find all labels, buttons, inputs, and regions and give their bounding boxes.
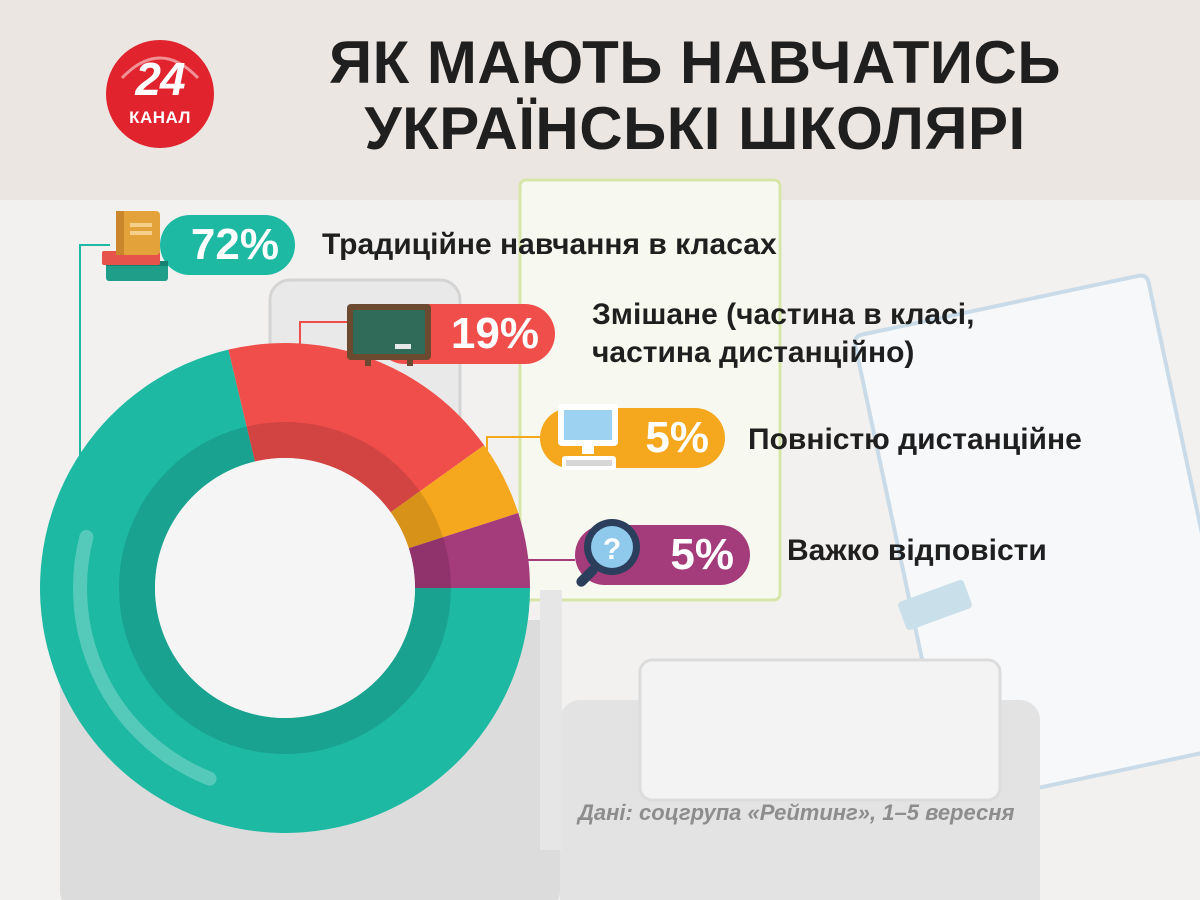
donut-hole [155,458,415,718]
title-line-1: ЯК МАЮТЬ НАВЧАТИСЬ [329,29,1061,96]
category-label-remote: Повністю дистанційне [748,421,1082,459]
source-note: Дані: соцгрупа «Рейтинг», 1–5 вересня [578,800,1015,825]
category-label-unsure-line-1: Важко відповісти [787,534,1047,567]
title-line-2: УКРАЇНСЬКІ ШКОЛЯРІ [364,95,1026,162]
category-label-mixed: Змішане (частина в класі, частина дистан… [592,296,974,372]
leader-line-remote [486,436,545,515]
category-label-remote-line-1: Повністю дистанційне [748,423,1082,456]
category-label-traditional: Традиційне навчання в класах [322,226,777,264]
value-pill-traditional: 72% [160,215,295,275]
value-label-remote: 5% [645,413,709,462]
chalkboard-icon [347,304,431,366]
logo-word: КАНАЛ [129,108,191,127]
svg-text:?: ? [603,533,621,566]
value-label-mixed: 19% [450,309,539,358]
donut-slice-unsure [408,513,530,588]
value-label-unsure: 5% [670,530,734,579]
question-magnifier-icon: ? [576,519,640,587]
donut-slice-traditional [39,349,531,833]
category-label-unsure: Важко відповісти [787,532,1047,570]
donut-inner-shadow [119,422,451,754]
category-label-traditional-line-1: Традиційне навчання в класах [322,228,777,261]
donut-highlight [73,530,217,786]
donut-slice-mixed [228,343,485,513]
category-label-mixed-line-1: Змішане (частина в класі, [592,298,975,331]
logo-number: 24 [135,53,185,105]
value-label-traditional: 72% [190,220,279,269]
books-icon [102,211,168,281]
channel-logo: 24 КАНАЛ [104,38,216,150]
computer-icon [558,404,618,470]
value-pill-unsure: 5% [575,525,750,585]
leader-line-traditional [79,244,110,470]
category-label-mixed-line-2: частина дистанційно) [592,336,915,369]
page-title: ЯК МАЮТЬ НАВЧАТИСЬ УКРАЇНСЬКІ ШКОЛЯРІ [230,30,1160,162]
logo-badge-icon [106,40,214,148]
